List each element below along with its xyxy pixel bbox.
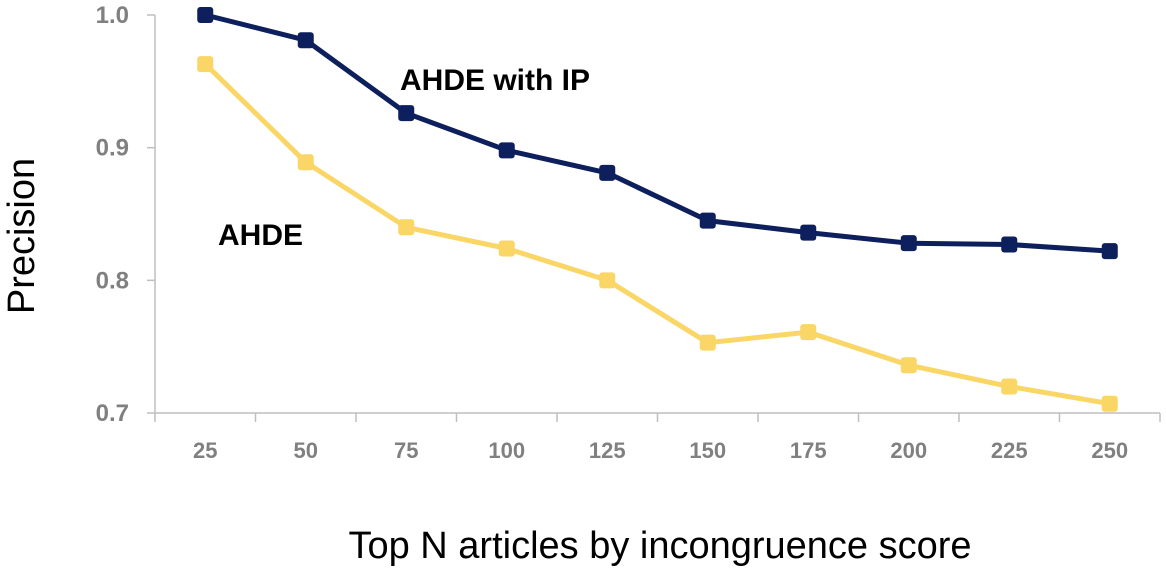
y-tick-label: 1.0 xyxy=(96,2,129,29)
data-point-ahde xyxy=(1001,378,1018,395)
data-point-ahde-with-ip xyxy=(800,224,817,241)
x-tick-label: 75 xyxy=(394,438,418,463)
data-point-ahde xyxy=(197,56,214,73)
x-tick-label: 125 xyxy=(589,438,626,463)
x-tick-label: 200 xyxy=(890,438,927,463)
y-tick-label: 0.8 xyxy=(96,267,129,294)
x-tick-group: 25 50 75 100 125 150 175 200 225 250 xyxy=(154,413,1161,463)
y-axis-title: Precision xyxy=(1,158,43,314)
data-point-ahde xyxy=(699,334,716,351)
series-line-ahde-with-ip xyxy=(202,12,1113,254)
y-tick-group: 0.7 0.8 0.9 1.0 xyxy=(96,2,155,427)
y-tick-label: 0.7 xyxy=(96,400,129,427)
series-ahde xyxy=(197,56,1118,412)
series-label-ahde: AHDE xyxy=(218,219,303,252)
axes xyxy=(154,15,1160,414)
x-axis-title: Top N articles by incongruence score xyxy=(348,525,971,567)
series-ahde-with-ip xyxy=(197,7,1118,260)
x-tick-label: 250 xyxy=(1091,438,1128,463)
data-point-ahde-with-ip xyxy=(699,212,716,229)
data-point-ahde xyxy=(800,324,817,341)
data-point-ahde-with-ip xyxy=(1101,243,1118,260)
data-point-ahde-with-ip xyxy=(197,7,214,23)
data-point-ahde-with-ip xyxy=(498,142,515,159)
data-point-ahde-with-ip xyxy=(398,105,415,122)
x-tick-label: 50 xyxy=(294,438,318,463)
data-point-ahde xyxy=(398,219,415,236)
y-tick-label: 0.9 xyxy=(96,135,129,162)
x-tick-label: 175 xyxy=(790,438,827,463)
data-point-ahde-with-ip xyxy=(297,32,314,49)
data-point-ahde xyxy=(498,240,515,257)
data-point-ahde-with-ip xyxy=(1001,236,1018,253)
data-point-ahde xyxy=(900,357,917,374)
x-tick-label: 100 xyxy=(488,438,525,463)
data-point-ahde-with-ip xyxy=(900,235,917,252)
series-label-ahde-with-ip: AHDE with IP xyxy=(400,64,590,97)
data-point-ahde-with-ip xyxy=(599,164,616,181)
x-tick-label: 225 xyxy=(991,438,1028,463)
x-tick-label: 150 xyxy=(689,438,726,463)
data-point-ahde xyxy=(599,272,616,289)
x-tick-label: 25 xyxy=(193,438,217,463)
series-group xyxy=(197,7,1118,412)
data-point-ahde xyxy=(1101,395,1118,412)
series-line-ahde xyxy=(202,61,1113,407)
data-point-ahde xyxy=(297,154,314,171)
